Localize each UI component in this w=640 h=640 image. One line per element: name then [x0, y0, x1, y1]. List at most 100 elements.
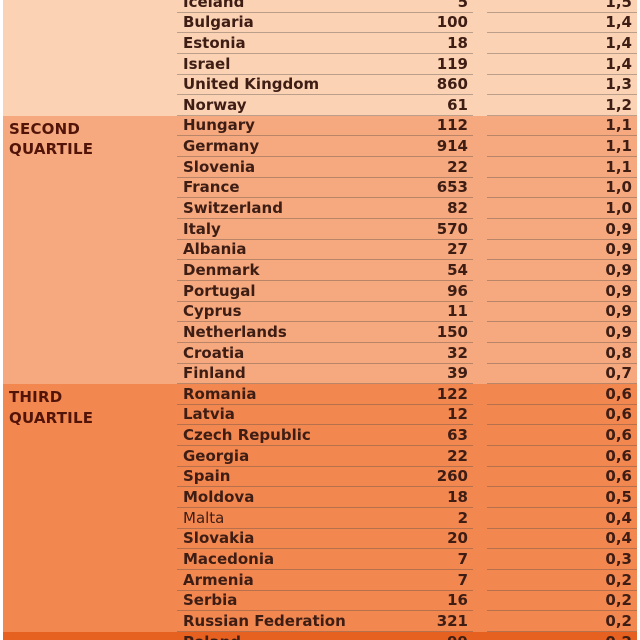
rate-group: 0,9 [487, 281, 637, 302]
column-gap [473, 136, 487, 157]
quartile-label: THIRD QUARTILE [9, 388, 94, 427]
country-cell: Italy [183, 219, 221, 238]
count-cell: 20 [447, 529, 468, 548]
table-row: Georgia 22 0,6 [3, 446, 637, 467]
count-cell: 112 [436, 116, 468, 135]
column-gap [473, 529, 487, 550]
country-cell: Macedonia [183, 549, 275, 568]
country-count-group: Finland 39 [177, 364, 473, 385]
country-count-group: Israel 119 [177, 54, 473, 75]
column-gap [473, 467, 487, 488]
count-cell: 54 [447, 260, 468, 279]
count-cell: 27 [447, 240, 468, 259]
rate-group: 0,6 [487, 446, 637, 467]
column-gap [473, 405, 487, 426]
country-count-group: Iceland 5 [177, 0, 473, 13]
rate-cell: 0,8 [605, 343, 632, 362]
column-gap [473, 219, 487, 240]
rate-group: 0,3 [487, 549, 637, 570]
table-row: Czech Republic 63 0,6 [3, 425, 637, 447]
rate-group: 0,6 [487, 467, 637, 488]
label-gutter [3, 281, 177, 302]
label-gutter [3, 343, 177, 364]
table-row: Latvia 12 0,6 [3, 405, 637, 426]
country-cell: Slovakia [183, 529, 255, 548]
rate-group: 0,9 [487, 260, 637, 281]
country-cell: Bulgaria [183, 13, 254, 32]
country-cell: Denmark [183, 260, 260, 279]
rate-group: 0,4 [487, 508, 637, 529]
country-cell: Israel [183, 54, 231, 73]
rate-cell: 0,2 [605, 570, 632, 589]
country-cell: Estonia [183, 33, 246, 52]
country-count-group: Russian Federation 321 [177, 611, 473, 632]
rate-cell: 0,6 [605, 426, 632, 445]
count-cell: 12 [447, 405, 468, 424]
table-row: Cyprus 11 0,9 [3, 302, 637, 323]
count-cell: 63 [447, 426, 468, 445]
count-cell: 16 [447, 591, 468, 610]
table-row: Hungary 112 1,1 [3, 116, 637, 137]
country-cell: Norway [183, 95, 247, 114]
column-gap [473, 95, 487, 116]
country-count-group: Cyprus 11 [177, 302, 473, 323]
rate-cell: 0,5 [605, 488, 632, 507]
table-row: Netherlands 150 0,9 [3, 322, 637, 343]
column-gap [473, 549, 487, 570]
country-count-group: Albania 27 [177, 240, 473, 261]
rate-group: 1,5 [487, 0, 637, 13]
rate-group: 0,9 [487, 322, 637, 343]
rate-cell: 1,4 [605, 54, 632, 73]
table-row: Serbia 16 0,2 [3, 591, 637, 612]
label-gutter [3, 198, 177, 219]
label-gutter [3, 487, 177, 508]
rate-group: 0,6 [487, 384, 637, 405]
rate-cell: 0,6 [605, 405, 632, 424]
rate-group: 0,8 [487, 343, 637, 364]
rate-group: 0,7 [487, 364, 637, 385]
country-cell: Slovenia [183, 157, 256, 176]
country-cell: Cyprus [183, 302, 242, 321]
country-count-group: Spain 260 [177, 467, 473, 488]
table-row: Switzerland 82 1,0 [3, 198, 637, 220]
label-gutter [3, 33, 177, 54]
table-row: Malta 2 0,4 [3, 508, 637, 529]
rate-cell: 1,0 [605, 178, 632, 197]
column-gap [473, 54, 487, 75]
country-count-group: Slovakia 20 [177, 529, 473, 550]
country-count-group: Switzerland 82 [177, 198, 473, 220]
count-cell: 18 [447, 33, 468, 52]
rate-group: 0,4 [487, 529, 637, 550]
count-cell: 914 [436, 137, 468, 156]
country-cell: Malta [183, 508, 225, 527]
country-cell: Latvia [183, 405, 235, 424]
country-count-group: Portugal 96 [177, 281, 473, 302]
rate-cell: 0,9 [605, 240, 632, 259]
quartile-label: SECOND QUARTILE [9, 119, 94, 159]
column-gap [473, 13, 487, 34]
quartile-table: Iceland 5 1,5 Bulgaria 100 1,4 Estonia 1… [3, 0, 637, 640]
count-cell: 61 [447, 95, 468, 114]
column-gap [473, 33, 487, 54]
table-row: Germany 914 1,1 [3, 136, 637, 158]
rate-cell: 1,1 [605, 157, 632, 176]
count-cell: 150 [436, 322, 468, 341]
rate-cell: 1,4 [605, 13, 632, 32]
column-gap [473, 508, 487, 529]
country-count-group: Hungary 112 [177, 116, 473, 137]
table-row: Slovenia 22 1,1 [3, 157, 637, 178]
count-cell: 32 [447, 343, 468, 362]
rate-group: 1,0 [487, 198, 637, 220]
table-row: Croatia 32 0,8 [3, 343, 637, 364]
rate-group: 0,6 [487, 405, 637, 426]
table-row: Iceland 5 1,5 [3, 0, 637, 13]
column-gap [473, 0, 487, 13]
rate-cell: 0,7 [605, 364, 632, 383]
column-gap [473, 281, 487, 302]
rate-cell: 1,5 [605, 0, 632, 11]
count-cell: 122 [436, 384, 468, 403]
count-cell: 570 [436, 219, 468, 238]
label-gutter [3, 446, 177, 467]
table-row: United Kingdom 860 1,3 [3, 75, 637, 96]
